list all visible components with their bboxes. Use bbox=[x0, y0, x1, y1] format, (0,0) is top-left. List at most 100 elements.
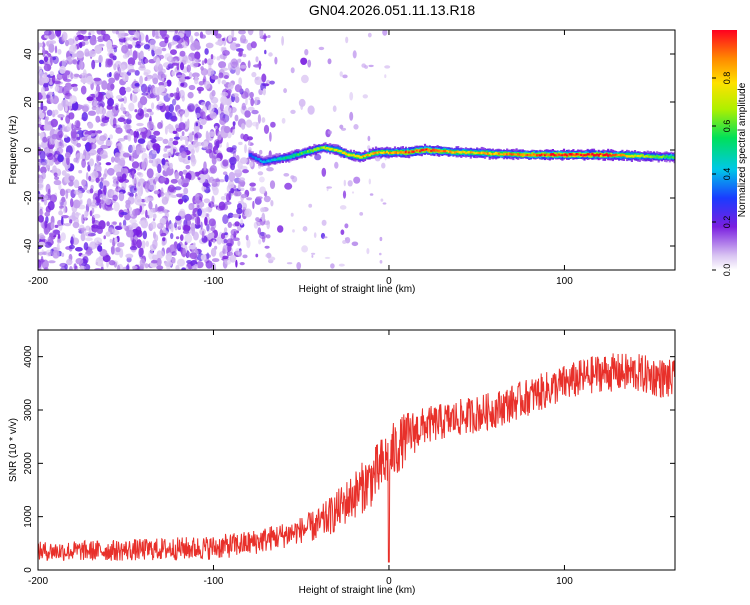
noise-speckle bbox=[200, 68, 208, 76]
ridge-cell bbox=[261, 161, 264, 163]
noise-speckle bbox=[181, 82, 188, 88]
noise-speckle bbox=[137, 181, 141, 187]
noise-speckle bbox=[157, 122, 163, 129]
noise-speckle bbox=[113, 47, 118, 53]
ridge-cell bbox=[356, 155, 359, 158]
noise-speckle bbox=[47, 201, 55, 211]
noise-speckle bbox=[226, 242, 232, 247]
noise-speckle bbox=[54, 224, 59, 228]
noise-speckle bbox=[136, 122, 144, 127]
noise-speckle bbox=[92, 199, 97, 204]
noise-speckle bbox=[141, 92, 149, 96]
noise-speckle bbox=[308, 203, 313, 208]
noise-speckle bbox=[80, 232, 86, 242]
noise-speckle bbox=[81, 214, 84, 224]
ridge-cell bbox=[346, 153, 349, 156]
spectrogram-y-ticks: -40 -20 0 20 40 bbox=[23, 48, 675, 253]
noise-speckle bbox=[128, 207, 133, 211]
noise-speckle bbox=[283, 88, 287, 94]
ridge-cell bbox=[343, 151, 346, 155]
noise-speckle bbox=[198, 173, 206, 184]
noise-speckle bbox=[65, 189, 69, 199]
noise-speckle bbox=[188, 84, 196, 91]
ridge-cell bbox=[289, 155, 292, 158]
ridge-cell bbox=[525, 154, 528, 157]
noise-speckle bbox=[300, 57, 308, 65]
noise-speckle bbox=[148, 135, 157, 140]
noise-speckle bbox=[198, 118, 203, 122]
noise-speckle bbox=[382, 30, 388, 36]
ridge-cell bbox=[580, 153, 583, 156]
noise-speckle bbox=[343, 179, 346, 187]
noise-speckle bbox=[143, 44, 150, 50]
noise-speckle bbox=[266, 252, 272, 259]
noise-speckle bbox=[116, 242, 125, 248]
ridge-cell bbox=[585, 154, 588, 157]
noise-speckle bbox=[347, 180, 353, 187]
ridge-cell bbox=[485, 150, 488, 155]
ridge-cell bbox=[520, 153, 523, 156]
ridge-cell bbox=[600, 153, 603, 156]
noise-speckle bbox=[137, 138, 146, 144]
noise-speckle bbox=[204, 146, 213, 150]
noise-speckle bbox=[223, 126, 231, 134]
ridge-cell bbox=[491, 153, 494, 156]
noise-speckle bbox=[364, 65, 368, 69]
ridge-cell bbox=[476, 151, 479, 154]
noise-speckle bbox=[269, 180, 276, 190]
ridge-cell bbox=[654, 155, 657, 158]
ridge-cell bbox=[408, 151, 411, 154]
ridge-cell bbox=[392, 151, 395, 154]
noise-speckle bbox=[156, 94, 160, 102]
noise-speckle bbox=[175, 264, 180, 270]
ridge-cell bbox=[291, 155, 294, 158]
noise-speckle bbox=[172, 140, 179, 146]
noise-speckle bbox=[245, 119, 253, 128]
ridge-cell bbox=[667, 156, 670, 159]
noise-speckle bbox=[50, 95, 54, 104]
ridge-cell bbox=[438, 150, 441, 153]
noise-speckle bbox=[38, 193, 41, 197]
noise-speckle bbox=[259, 176, 265, 183]
noise-speckle bbox=[51, 95, 59, 105]
noise-speckle bbox=[229, 147, 237, 154]
noise-speckle bbox=[281, 117, 286, 124]
noise-speckle bbox=[79, 265, 86, 270]
ridge-cell bbox=[397, 151, 400, 155]
ridge-cell bbox=[556, 153, 559, 156]
ridge-cell bbox=[266, 159, 269, 163]
noise-speckle bbox=[125, 86, 132, 93]
noise-speckle bbox=[241, 102, 246, 111]
noise-speckle bbox=[340, 229, 345, 235]
noise-speckle bbox=[122, 54, 128, 59]
ridge-cell bbox=[307, 150, 310, 153]
noise-speckle bbox=[82, 151, 91, 161]
noise-speckle bbox=[180, 234, 184, 242]
ridge-cell bbox=[469, 151, 472, 154]
noise-speckle bbox=[95, 198, 102, 203]
noise-speckle bbox=[136, 44, 141, 49]
noise-speckle bbox=[99, 181, 103, 190]
noise-speckle bbox=[91, 106, 98, 111]
noise-speckle bbox=[112, 194, 118, 201]
noise-speckle bbox=[72, 53, 79, 57]
noise-speckle bbox=[106, 45, 113, 53]
ridge-cell bbox=[637, 154, 640, 157]
noise-speckle bbox=[240, 218, 244, 226]
noise-speckle bbox=[89, 149, 97, 155]
noise-speckle bbox=[102, 33, 111, 42]
noise-speckle bbox=[207, 131, 216, 138]
noise-speckle bbox=[139, 205, 143, 213]
noise-speckle bbox=[238, 177, 246, 182]
ridge-cell bbox=[553, 154, 556, 157]
ridge-cell bbox=[324, 145, 327, 150]
ridge-cell bbox=[513, 153, 517, 156]
noise-speckle bbox=[198, 81, 205, 86]
noise-speckle bbox=[222, 171, 228, 176]
noise-speckle bbox=[159, 228, 164, 237]
ridge-cell bbox=[300, 152, 303, 155]
noise-speckle bbox=[217, 76, 221, 85]
noise-speckle bbox=[169, 244, 177, 254]
noise-speckle bbox=[186, 56, 192, 64]
